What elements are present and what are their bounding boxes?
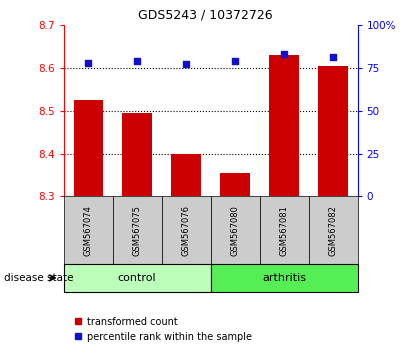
Text: control: control (118, 273, 157, 283)
Point (232, 58, 238, 64)
Bar (319, 65, 348, 196)
Bar (211, 196, 260, 264)
Bar (74, 100, 103, 196)
Bar (309, 196, 358, 264)
Text: arthritis: arthritis (262, 273, 306, 283)
Bar (64, 264, 210, 292)
Point (134, 58, 141, 64)
Bar (171, 154, 201, 196)
Text: GSM567074: GSM567074 (84, 205, 93, 256)
Bar (270, 55, 299, 196)
Point (330, 55, 336, 60)
Bar (211, 264, 358, 292)
Point (85, 60, 92, 65)
Text: GSM567080: GSM567080 (231, 205, 240, 256)
Text: GDS5243 / 10372726: GDS5243 / 10372726 (138, 9, 273, 22)
Text: disease state: disease state (4, 273, 74, 283)
Point (281, 51, 287, 57)
Bar (260, 196, 309, 264)
Text: GSM567076: GSM567076 (182, 205, 191, 256)
Text: GSM567081: GSM567081 (279, 205, 289, 256)
Text: GSM567075: GSM567075 (133, 205, 142, 256)
Legend: transformed count, percentile rank within the sample: transformed count, percentile rank withi… (71, 313, 256, 346)
Bar (220, 173, 250, 196)
Bar (113, 196, 162, 264)
Bar (64, 196, 113, 264)
Bar (162, 196, 211, 264)
Point (183, 62, 189, 67)
Text: GSM567082: GSM567082 (328, 205, 337, 256)
Bar (122, 113, 152, 196)
